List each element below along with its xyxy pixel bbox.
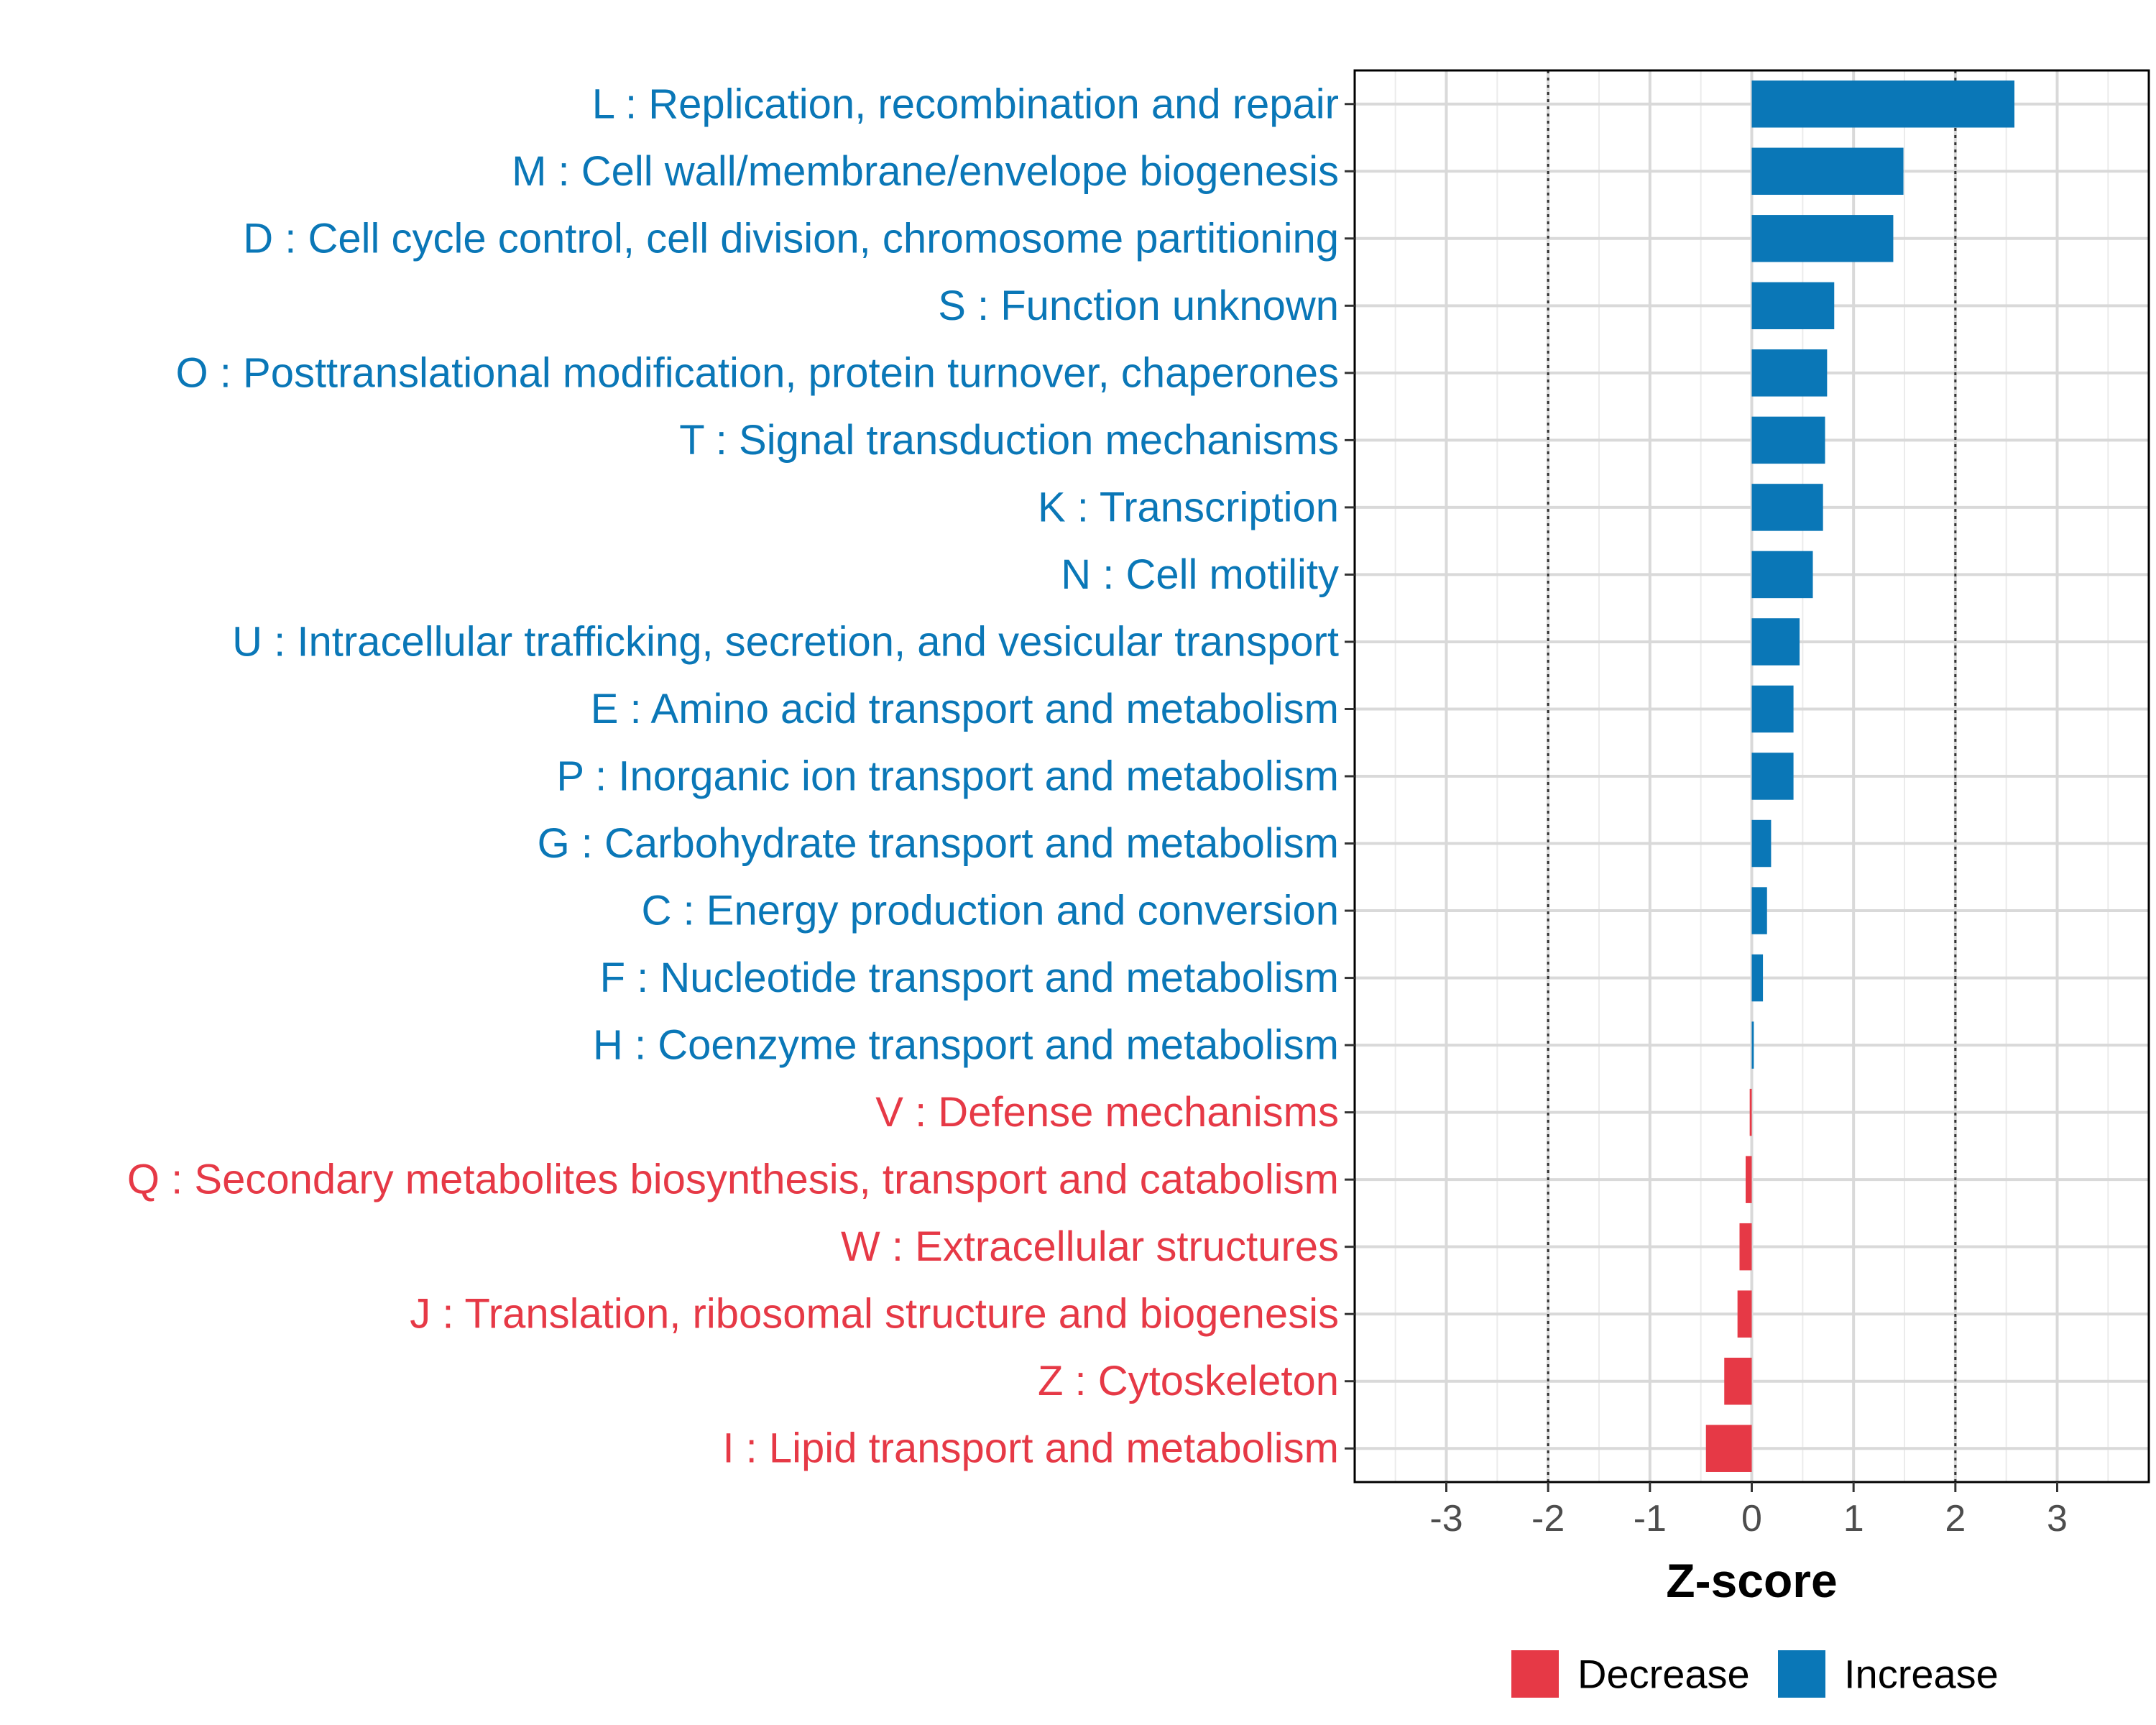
bar <box>1751 80 2014 128</box>
bar <box>1751 819 1772 868</box>
category-label: J : Translation, ribosomal structure and… <box>410 1291 1339 1338</box>
bar <box>1751 416 1825 464</box>
legend-label-decrease: Decrease <box>1577 1652 1750 1697</box>
x-tick-label: -1 <box>1634 1498 1667 1540</box>
bar <box>1751 887 1767 934</box>
category-label: I : Lipid transport and metabolism <box>722 1425 1339 1472</box>
category-label: C : Energy production and conversion <box>642 888 1339 934</box>
x-axis-title: Z-score <box>1666 1554 1837 1607</box>
category-label: O : Posttranslational modification, prot… <box>176 349 1339 396</box>
category-label: T : Signal transduction mechanisms <box>679 417 1339 464</box>
category-label: E : Amino acid transport and metabolism <box>591 686 1339 732</box>
category-labels: L : Replication, recombination and repai… <box>127 80 1355 1472</box>
x-tick-label: 2 <box>1945 1498 1966 1540</box>
category-label: U : Intracellular trafficking, secretion… <box>232 618 1339 665</box>
category-label: N : Cell motility <box>1061 551 1339 598</box>
x-tick-label: -2 <box>1531 1498 1565 1540</box>
bar <box>1751 484 1823 531</box>
reference-lines <box>1547 70 1957 1482</box>
category-label: M : Cell wall/membrane/envelope biogenes… <box>512 148 1339 195</box>
category-label: F : Nucleotide transport and metabolism <box>600 954 1339 1001</box>
bar <box>1705 1425 1752 1472</box>
category-label: H : Coenzyme transport and metabolism <box>593 1022 1339 1069</box>
bar <box>1749 1088 1752 1136</box>
bars <box>1705 80 2014 1472</box>
category-label: P : Inorganic ion transport and metaboli… <box>556 753 1339 800</box>
category-label: Z : Cytoskeleton <box>1038 1358 1339 1404</box>
bar <box>1737 1290 1752 1338</box>
x-tick-label: 0 <box>1741 1498 1762 1540</box>
bar <box>1751 618 1800 666</box>
bar <box>1751 282 1835 330</box>
bar <box>1751 147 1904 196</box>
bar <box>1739 1223 1752 1271</box>
category-label: L : Replication, recombination and repai… <box>592 80 1339 127</box>
bar <box>1751 1021 1754 1069</box>
x-tick-label: 3 <box>2047 1498 2068 1540</box>
x-tick-label: 1 <box>1843 1498 1864 1540</box>
category-label: S : Function unknown <box>938 282 1339 329</box>
legend-swatch-decrease <box>1511 1650 1559 1698</box>
category-label: Q : Secondary metabolites biosynthesis, … <box>127 1156 1339 1203</box>
category-label: K : Transcription <box>1038 484 1339 530</box>
bar <box>1751 685 1794 733</box>
category-label: W : Extracellular structures <box>841 1223 1339 1270</box>
legend: Decrease Increase <box>1511 1650 1999 1698</box>
category-label: D : Cell cycle control, cell division, c… <box>243 215 1339 262</box>
category-label: V : Defense mechanisms <box>875 1089 1339 1136</box>
bar <box>1724 1357 1752 1405</box>
legend-swatch-increase <box>1778 1650 1825 1698</box>
bar <box>1751 954 1764 1002</box>
bar <box>1751 753 1794 800</box>
bar <box>1751 215 1894 262</box>
bar <box>1746 1156 1752 1203</box>
category-label: G : Carbohydrate transport and metabolis… <box>538 820 1339 867</box>
x-axis-ticks: -3 -2 -1 0 1 2 3 <box>1429 1482 2068 1540</box>
bar <box>1751 349 1828 397</box>
legend-label-increase: Increase <box>1844 1652 1999 1697</box>
x-tick-label: -3 <box>1429 1498 1462 1540</box>
bar <box>1751 551 1813 599</box>
